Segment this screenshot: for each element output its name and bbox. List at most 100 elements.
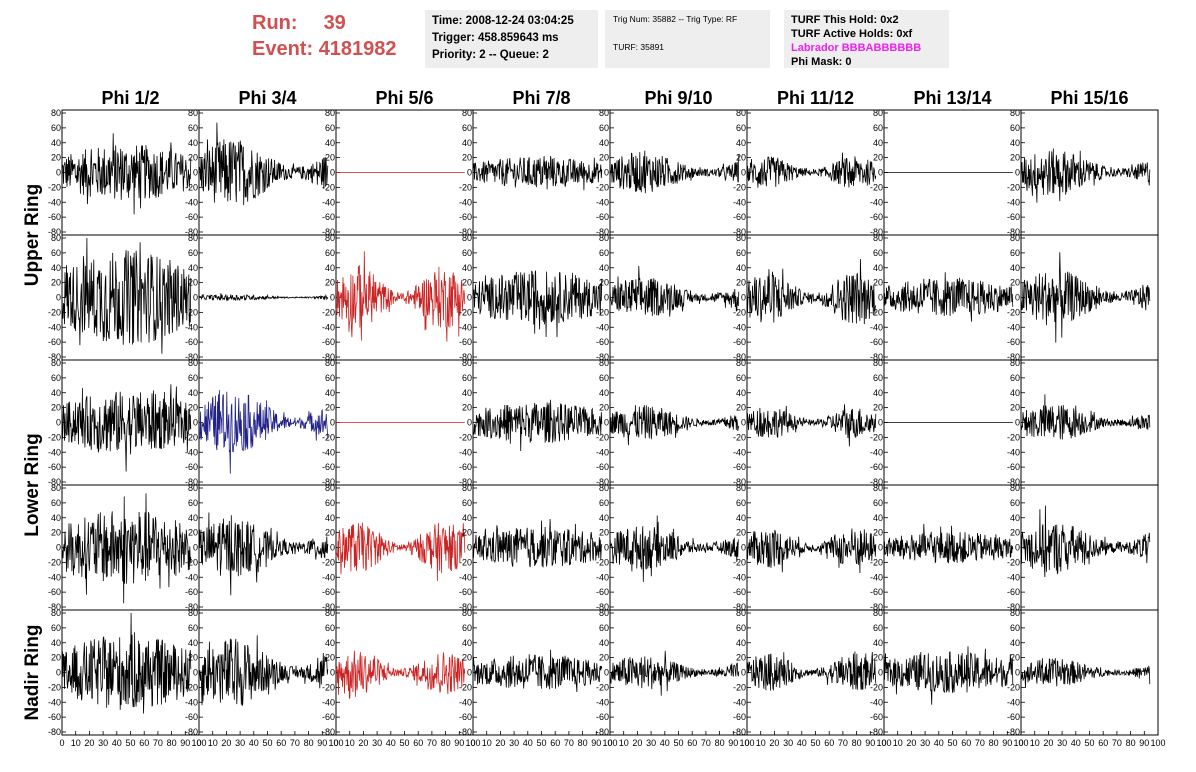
y-tick-label: 20 [873,153,883,163]
waveform-trace [609,150,740,194]
y-tick-label: 80 [462,483,472,493]
y-tick-label: 20 [188,278,198,288]
y-tick-label: 0 [878,168,883,178]
y-tick-label: -60 [48,337,61,347]
phi-column-label: Phi 15/16 [1050,88,1128,108]
y-tick-label: 40 [51,638,61,648]
y-tick-label: -60 [48,587,61,597]
x-tick-label: 100 [876,738,891,748]
y-tick-label: -20 [322,432,335,442]
y-tick-label: -40 [596,572,609,582]
x-tick-label: 0 [470,738,475,748]
run-label: Run: [252,12,298,34]
y-tick-label: 20 [51,528,61,538]
y-tick-label: -60 [596,212,609,222]
x-tick-label: 30 [1057,738,1067,748]
y-tick-label: 80 [1010,358,1020,368]
y-tick-label: 20 [462,528,472,538]
y-tick-label: -40 [870,322,883,332]
x-tick-label: 30 [783,738,793,748]
y-tick-label: 80 [736,358,746,368]
x-tick-label: 90 [865,738,875,748]
x-tick-label: 20 [495,738,505,748]
y-tick-label: -80 [1007,602,1020,612]
y-tick-label: -60 [322,462,335,472]
waveform-trace [198,390,329,474]
y-tick-label: -20 [459,182,472,192]
y-tick-label: 60 [873,373,883,383]
y-tick-label: 60 [325,248,335,258]
y-tick-label: 0 [193,543,198,553]
y-tick-label: 60 [325,498,335,508]
y-tick-label: 20 [325,528,335,538]
y-tick-label: 60 [599,623,609,633]
y-tick-label: 40 [51,138,61,148]
y-tick-label: -60 [322,587,335,597]
y-tick-label: 60 [599,373,609,383]
y-tick-label: -20 [185,432,198,442]
y-tick-label: 0 [193,293,198,303]
y-tick-label: -40 [733,322,746,332]
y-tick-label: -60 [733,587,746,597]
y-tick-label: 20 [736,278,746,288]
x-tick-label: 30 [509,738,519,748]
x-tick-label: 20 [769,738,779,748]
y-tick-label: 40 [1010,138,1020,148]
y-tick-label: 60 [51,373,61,383]
y-tick-label: 80 [51,358,61,368]
y-tick-label: 60 [736,623,746,633]
x-tick-label: 10 [756,738,766,748]
x-tick-label: 10 [1030,738,1040,748]
y-tick-label: 60 [462,373,472,383]
x-tick-label: 20 [1043,738,1053,748]
y-tick-label: -40 [185,447,198,457]
y-tick-label: -80 [459,477,472,487]
y-tick-label: -20 [733,432,746,442]
y-tick-label: -80 [596,602,609,612]
turf-text: TURF: 35891 [613,42,665,52]
x-tick-label: 20 [84,738,94,748]
y-tick-label: -60 [322,712,335,722]
y-tick-label: 0 [467,418,472,428]
x-tick-label: 0 [744,738,749,748]
y-tick-label: 20 [325,403,335,413]
y-tick-label: 40 [736,513,746,523]
y-tick-label: 60 [873,123,883,133]
y-tick-label: 0 [56,168,61,178]
y-tick-label: -40 [48,572,61,582]
y-tick-label: -20 [733,682,746,692]
y-tick-label: -20 [185,182,198,192]
y-tick-label: 0 [741,668,746,678]
y-tick-label: 20 [51,403,61,413]
y-tick-label: -80 [48,727,61,737]
y-tick-label: 0 [467,543,472,553]
y-tick-label: 40 [599,638,609,648]
x-tick-label: 40 [797,738,807,748]
y-tick-label: 20 [51,153,61,163]
waveform-trace [335,251,466,342]
phi-column-label: Phi 5/6 [375,88,433,108]
y-tick-label: -80 [1007,727,1020,737]
waveform-trace [883,646,1014,705]
y-tick-label: 40 [873,263,883,273]
x-tick-label: 80 [1126,738,1136,748]
x-tick-label: 70 [427,738,437,748]
y-tick-label: 40 [736,638,746,648]
x-tick-label: 100 [191,738,206,748]
y-tick-label: -40 [733,572,746,582]
y-tick-label: 40 [599,388,609,398]
y-tick-label: 40 [462,638,472,648]
x-tick-label: 40 [523,738,533,748]
x-tick-label: 40 [112,738,122,748]
y-tick-label: 40 [188,513,198,523]
phi-column-label: Phi 1/2 [101,88,159,108]
y-tick-label: 0 [741,168,746,178]
x-tick-label: 90 [591,738,601,748]
y-tick-label: -20 [185,682,198,692]
y-tick-label: -80 [459,602,472,612]
y-tick-label: -80 [185,352,198,362]
priority-text: Priority: 2 -- Queue: 2 [432,49,549,61]
x-tick-label: 40 [249,738,259,748]
y-tick-label: 60 [462,248,472,258]
y-tick-label: -20 [48,682,61,692]
